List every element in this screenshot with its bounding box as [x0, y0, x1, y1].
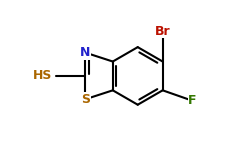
Text: S: S — [81, 93, 90, 106]
Text: F: F — [188, 94, 197, 107]
Text: Br: Br — [155, 25, 170, 38]
Text: N: N — [80, 46, 91, 59]
Text: HS: HS — [33, 69, 52, 82]
